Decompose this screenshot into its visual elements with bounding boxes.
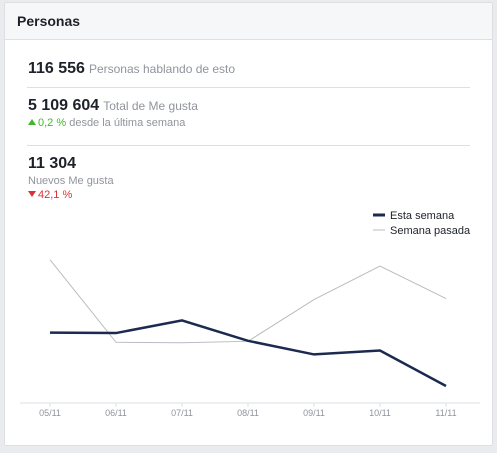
legend-label: Semana pasada (390, 225, 471, 237)
series-line-last-week (49, 259, 447, 344)
talking-stat: 116 556 Personas hablando de esto (28, 60, 235, 78)
likes-change: 0,2 % (38, 117, 67, 129)
x-tick-label: 08/11 (237, 408, 259, 418)
up-arrow-icon (28, 119, 36, 125)
legend-label: Esta semana (390, 210, 455, 222)
likes-label: Total de Me gusta (103, 99, 198, 113)
divider (27, 87, 470, 88)
people-panel: Personas 116 556 Personas hablando de est… (4, 2, 493, 446)
series-line-this-week (49, 319, 447, 388)
panel-header: Personas (5, 3, 492, 40)
x-tick-label: 11/11 (435, 408, 456, 418)
down-arrow-icon (28, 191, 36, 197)
divider (27, 145, 470, 146)
x-tick-label: 07/11 (171, 408, 193, 418)
new-likes-change: 42,1 % (38, 189, 73, 201)
x-tick-label: 10/11 (369, 408, 391, 418)
new-likes-stat: 11 304 Nuevos Me gusta 42,1 % (28, 155, 114, 201)
line-chart: Esta semana Semana pasada 05/11 06/11 07/11… (20, 210, 480, 418)
new-likes-label: Nuevos Me gusta (28, 175, 114, 187)
likes-value: 5 109 604 (28, 97, 100, 114)
x-tick-label: 09/11 (303, 408, 325, 418)
x-tick-label: 05/11 (39, 408, 61, 418)
x-tick-label: 06/11 (105, 408, 127, 418)
talking-label: Personas hablando de esto (88, 62, 236, 76)
new-likes-value: 11 304 (28, 155, 77, 172)
panel-title: Personas (17, 13, 81, 29)
likes-change-label: desde la última semana (69, 117, 186, 129)
likes-stat: 5 109 604 Total de Me gusta 0,2 % desde l… (28, 97, 198, 129)
talking-value: 116 556 (28, 60, 85, 77)
